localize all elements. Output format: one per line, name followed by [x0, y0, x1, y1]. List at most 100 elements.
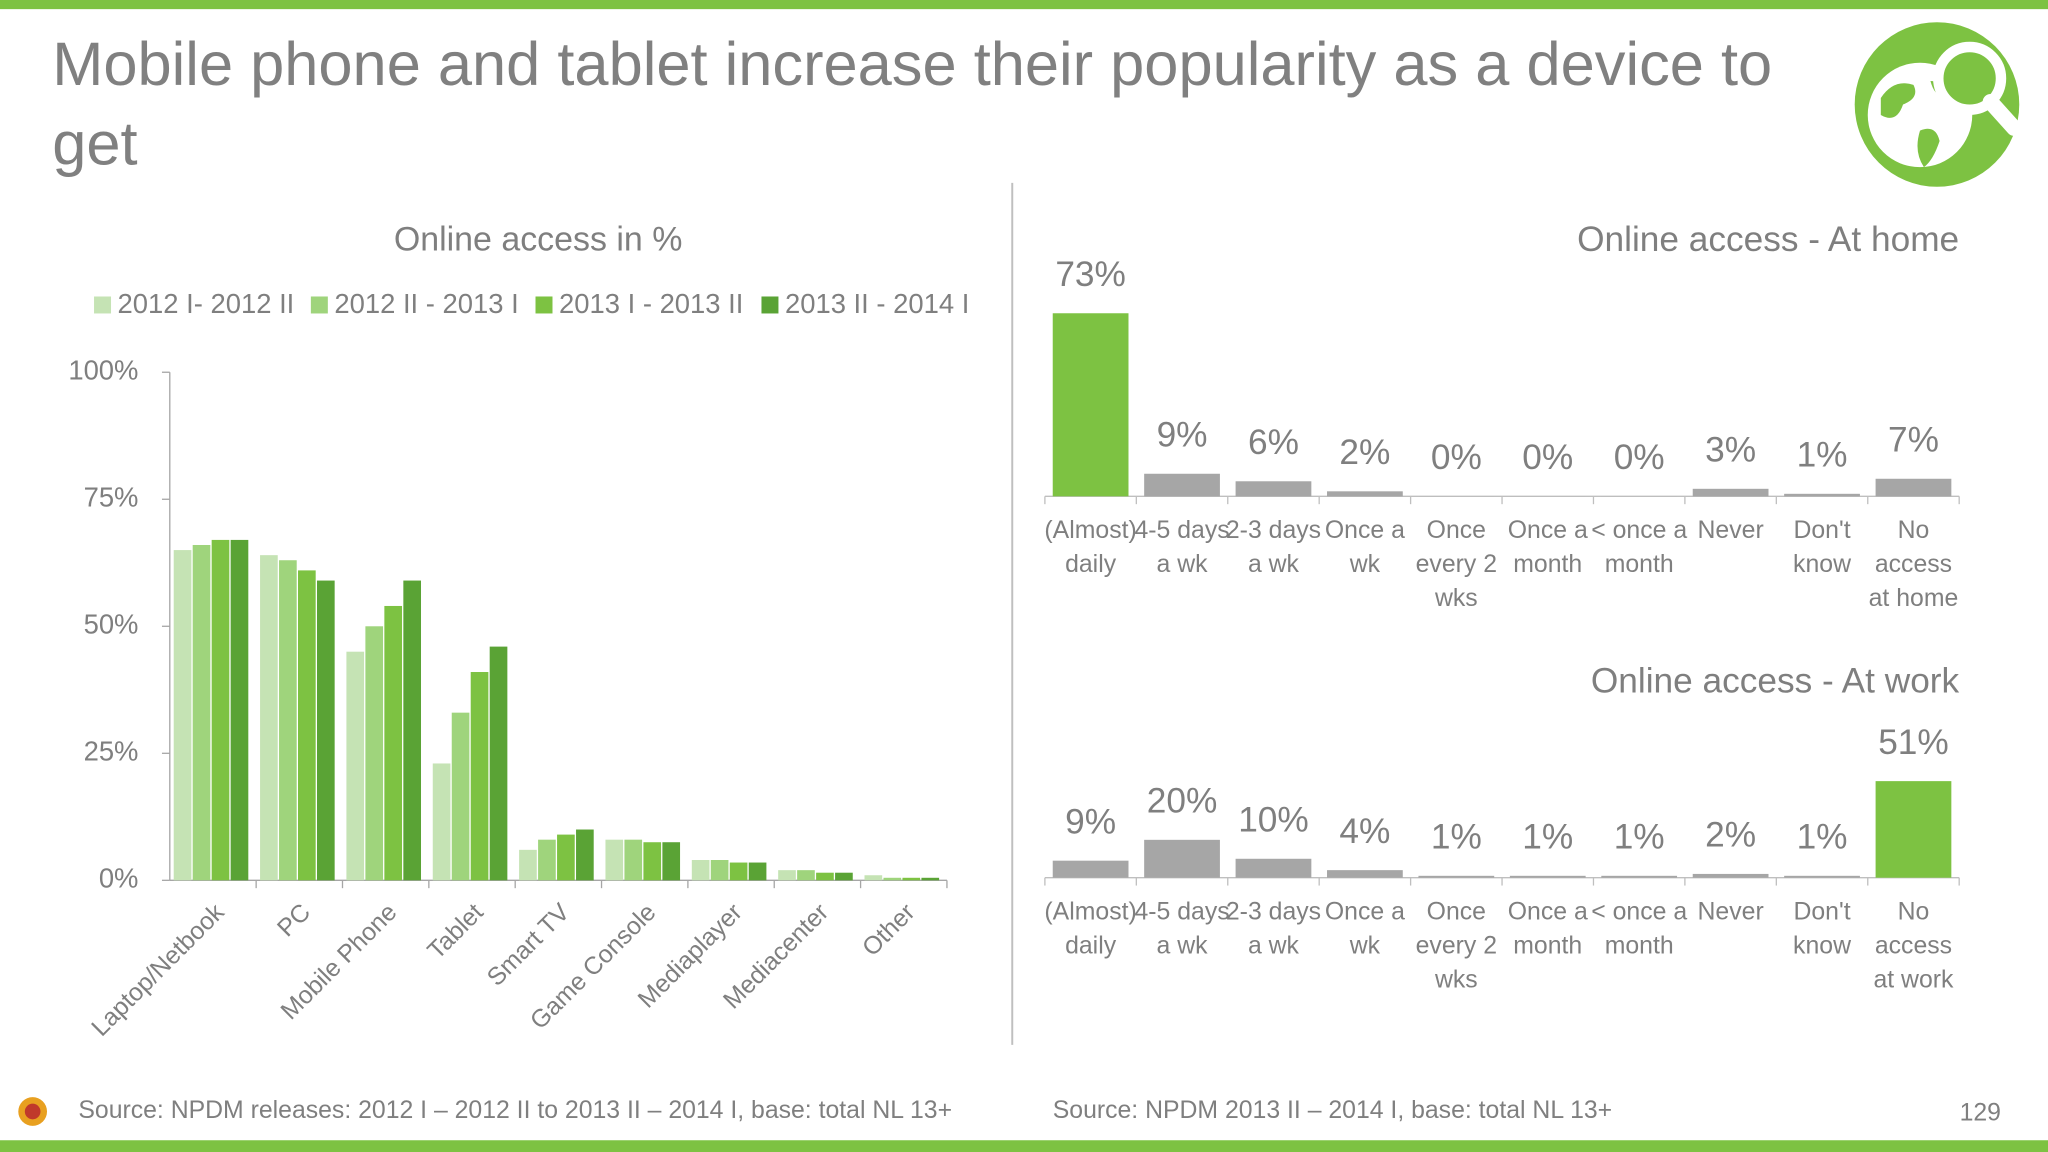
bar: [835, 872, 853, 881]
bar: [1692, 488, 1769, 497]
source-right: Source: NPDM 2013 II – 2014 I, base: tot…: [1053, 1097, 1612, 1124]
x-tick-label-box: Once a month: [1507, 898, 1588, 960]
x-tick-label-box: < once a month: [1591, 517, 1688, 579]
bar: [797, 870, 815, 881]
x-tick-label: Smart TV: [482, 899, 575, 992]
bar: [778, 870, 796, 881]
x-tick-label-box: Never: [1697, 898, 1764, 927]
value-label: 2%: [1705, 816, 1756, 855]
bar: [365, 626, 384, 881]
bar: [470, 672, 489, 881]
x-tick-label-box: 2-3 days a wk: [1226, 899, 1321, 960]
x-tick-label: Don't know: [1793, 898, 1851, 960]
x-tick-label-box: Once a wk: [1324, 517, 1405, 579]
bar: [902, 877, 921, 881]
x-tick-label-box: Never: [1698, 517, 1764, 544]
y-tick-label: 75%: [84, 482, 139, 513]
x-tick-label: Never: [1697, 898, 1764, 927]
x-tick-label: No access at home: [1868, 517, 1959, 613]
value-label: 20%: [1147, 782, 1218, 821]
x-tick-label: Once a month: [1507, 898, 1588, 960]
bar: [710, 860, 729, 881]
bar: [538, 839, 556, 881]
x-tick-label: Laptop/Netbook: [87, 898, 230, 1041]
bar: [1052, 860, 1129, 878]
top-band: [0, 0, 2048, 10]
value-label: 1%: [1797, 818, 1848, 857]
bar: [1144, 839, 1220, 878]
bar: [384, 605, 403, 881]
x-tick-label: (Almost) daily: [1044, 898, 1137, 960]
bar: [557, 834, 575, 881]
x-tick-label: Once a wk: [1324, 898, 1405, 960]
page-number: 129: [1960, 1100, 2001, 1127]
bar: [432, 763, 451, 881]
bar: [519, 849, 537, 881]
x-tick-label-box: (Almost) daily: [1044, 517, 1136, 578]
bar: [883, 877, 902, 881]
value-label: 1%: [1797, 436, 1848, 475]
x-tick-label: Tablet: [423, 899, 489, 965]
globe-icon: [1854, 22, 2022, 187]
x-tick-label: Once a month: [1507, 517, 1588, 579]
value-label: 51%: [1878, 723, 1949, 762]
bar: [1784, 875, 1860, 878]
bar: [1875, 781, 1952, 878]
x-tick-label-box: No access at work: [1873, 899, 1953, 994]
value-label: 0%: [1522, 438, 1573, 477]
value-label: 73%: [1055, 255, 1126, 294]
bar: [1327, 870, 1403, 878]
x-tick-label: Once every 2 wks: [1415, 517, 1498, 613]
legend-label: 2012 II - 2013 I: [334, 288, 518, 319]
bar: [1601, 875, 1678, 878]
value-label: 3%: [1705, 431, 1756, 470]
bar: [605, 839, 624, 881]
bar: [1875, 478, 1952, 497]
legend-label: 2012 I- 2012 II: [118, 288, 295, 319]
chart-title: Online access in %: [394, 221, 683, 259]
bar: [279, 560, 297, 881]
x-tick-label-box: Once a month: [1507, 517, 1588, 579]
y-tick-label: 25%: [84, 736, 139, 767]
bottom-band: [0, 1140, 2048, 1152]
bar: [1692, 873, 1769, 878]
x-tick-label: 2-3 days a wk: [1225, 517, 1322, 579]
bar: [260, 555, 278, 881]
bar: [451, 712, 470, 881]
bar: [662, 842, 681, 881]
legend-swatch: [94, 296, 112, 314]
x-tick-label-box: 4-5 days a wk: [1134, 898, 1230, 960]
bar: [316, 580, 335, 881]
value-label: 6%: [1248, 423, 1299, 462]
y-tick-label: 0%: [99, 863, 139, 894]
x-tick-label: 4-5 days a wk: [1134, 898, 1230, 960]
legend-label: 2013 II - 2014 I: [785, 288, 969, 319]
x-tick-label-box: (Almost) daily: [1044, 898, 1137, 960]
bar: [230, 539, 249, 881]
x-tick-label: Once a wk: [1324, 517, 1405, 579]
value-label: 9%: [1065, 802, 1116, 841]
sun-logo: [18, 1097, 48, 1126]
value-label: 4%: [1339, 812, 1390, 851]
x-tick-label-box: Once every 2 wks: [1415, 517, 1498, 613]
value-label: 2%: [1339, 433, 1390, 472]
x-tick-label-box: 2-3 days a wk: [1225, 517, 1322, 579]
bar: [1418, 875, 1495, 878]
value-label: 1%: [1522, 818, 1573, 857]
slide-title: Mobile phone and tablet increase their p…: [52, 28, 1773, 194]
bar: [1235, 481, 1312, 497]
bar: [691, 860, 710, 881]
legend-swatch: [535, 296, 553, 314]
bar: [921, 877, 940, 881]
x-tick-label-box: Once every 2 wks: [1416, 899, 1497, 994]
bar: [1509, 875, 1586, 878]
legend-swatch: [310, 296, 328, 314]
x-tick-label: < once a month: [1591, 517, 1688, 579]
bar: [1144, 473, 1220, 497]
bar: [192, 544, 211, 881]
x-tick-label: PC: [273, 899, 316, 942]
bar: [729, 862, 748, 881]
x-tick-label: < once a month: [1591, 898, 1688, 960]
